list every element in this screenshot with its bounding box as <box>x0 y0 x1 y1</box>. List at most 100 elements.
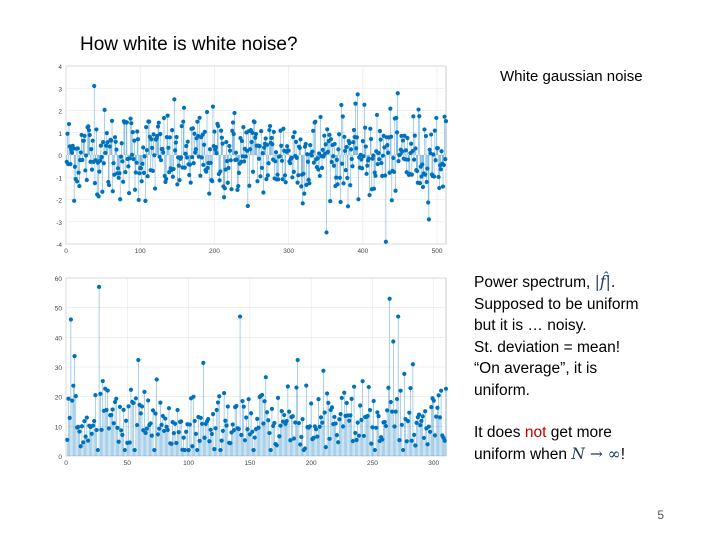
y-tick-label: -3 <box>56 220 62 227</box>
data-point <box>361 154 366 159</box>
data-point <box>122 447 127 453</box>
data-point <box>223 418 228 423</box>
data-point <box>437 185 442 191</box>
data-point <box>145 174 150 179</box>
data-point <box>169 441 174 446</box>
data-point <box>152 186 158 191</box>
data-point <box>341 181 346 186</box>
data-point <box>413 146 418 151</box>
data-point <box>81 138 86 143</box>
data-point <box>212 447 217 452</box>
data-point <box>431 152 436 157</box>
data-point <box>391 155 396 161</box>
data-point <box>214 151 219 156</box>
data-point <box>436 393 441 398</box>
data-point <box>360 166 365 171</box>
data-point <box>405 135 410 141</box>
data-point <box>290 175 295 180</box>
data-point <box>115 425 120 430</box>
data-point <box>201 162 206 167</box>
data-point <box>224 423 229 428</box>
data-point <box>229 187 234 192</box>
data-point <box>78 444 83 449</box>
data-point <box>347 141 352 146</box>
data-point <box>256 156 262 161</box>
data-point <box>164 176 169 182</box>
data-point <box>344 144 349 150</box>
data-point <box>322 410 327 415</box>
data-point <box>226 165 231 171</box>
data-point <box>305 152 310 157</box>
data-point <box>184 143 189 149</box>
data-point <box>158 400 163 405</box>
data-point <box>119 141 124 146</box>
data-point <box>388 134 394 139</box>
data-point <box>225 404 230 409</box>
data-point <box>334 433 340 438</box>
data-point <box>412 432 417 438</box>
data-point <box>192 131 197 136</box>
data-point <box>65 437 70 442</box>
data-point <box>293 420 298 425</box>
data-point <box>373 173 378 178</box>
data-point <box>365 413 370 419</box>
data-point <box>320 420 325 425</box>
data-point <box>158 131 163 137</box>
data-point <box>183 151 188 156</box>
data-point <box>253 131 259 137</box>
data-point <box>394 115 399 121</box>
data-point <box>73 394 78 399</box>
x-tick-label: 300 <box>428 460 439 467</box>
data-point <box>249 139 254 145</box>
data-point <box>241 404 246 409</box>
data-point <box>127 440 132 445</box>
data-point <box>174 134 179 140</box>
data-point <box>349 396 354 401</box>
y-tick-label: -2 <box>56 198 62 205</box>
x-tick-label: 300 <box>283 248 294 255</box>
data-point <box>134 160 139 165</box>
data-point <box>300 201 305 206</box>
data-point <box>208 427 213 432</box>
data-point <box>103 143 109 148</box>
data-point <box>245 427 250 432</box>
data-point <box>135 137 141 142</box>
data-point <box>103 150 108 156</box>
data-point <box>152 447 157 453</box>
data-point <box>154 377 159 382</box>
note-line-6: uniform. <box>474 381 530 399</box>
data-point <box>388 106 393 111</box>
note-line-1: Power spectrum, |f̂|. <box>474 272 714 294</box>
data-point <box>273 159 278 164</box>
data-point <box>150 168 155 173</box>
x-tick-label: 250 <box>367 460 378 467</box>
data-point <box>426 200 431 205</box>
data-point <box>114 147 119 152</box>
data-point <box>367 407 373 413</box>
data-point <box>171 166 176 172</box>
data-point <box>237 314 243 319</box>
x-tick-label: 100 <box>183 460 194 467</box>
data-point <box>282 173 288 178</box>
data-point <box>302 191 307 196</box>
data-point <box>387 296 392 301</box>
data-point <box>190 126 196 131</box>
data-point <box>76 424 81 429</box>
data-point <box>92 83 97 89</box>
data-point <box>138 411 143 416</box>
data-point <box>110 407 115 412</box>
data-point <box>345 204 351 209</box>
data-point <box>207 439 212 444</box>
data-point <box>356 433 362 438</box>
data-point <box>285 384 290 389</box>
data-point <box>236 426 241 432</box>
data-point <box>165 427 170 433</box>
data-point <box>317 173 322 179</box>
data-point <box>109 412 114 418</box>
data-point <box>327 132 332 138</box>
data-point <box>272 420 277 426</box>
data-point <box>277 434 282 439</box>
data-point <box>307 181 312 186</box>
data-point <box>347 418 352 423</box>
data-point <box>367 192 372 198</box>
